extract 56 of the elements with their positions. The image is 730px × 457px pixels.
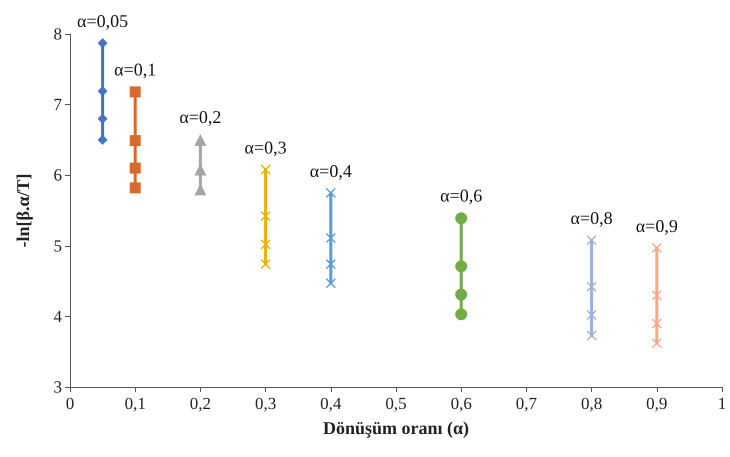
point [586,310,597,320]
series-label: α=0,1 [114,59,156,80]
series-label: α=0,3 [244,138,287,158]
x-tick-label: 0,6 [450,394,472,413]
point [98,38,108,48]
point [455,260,468,272]
series-label: α=0,4 [310,160,352,181]
x-tick-label: 0,4 [320,394,342,413]
series-label: α=0,9 [636,216,678,236]
y-tick-label: 8 [54,24,62,44]
series-label: α=0,8 [570,208,613,228]
point [130,162,141,174]
point [260,211,271,222]
point [98,86,108,96]
point [98,114,108,124]
x-tick-label: 0,7 [516,394,538,413]
point [586,235,597,246]
series-label: α=0,2 [179,106,222,127]
point [455,308,468,320]
point [130,135,141,146]
point [586,282,597,292]
x-tick-label: 0,8 [580,394,602,413]
y-tick-label: 6 [54,166,62,185]
point [326,188,336,198]
series-label: α=0,6 [440,185,482,206]
point [326,278,336,288]
x-tick-label: 1 [718,394,726,413]
point [326,259,336,270]
y-tick-label: 5 [54,236,62,256]
point [652,242,662,253]
x-tick-label: 0,3 [254,394,276,413]
x-tick-label: 0,9 [646,394,668,413]
x-tick-label: 0 [66,394,74,413]
point [260,239,271,250]
point [455,212,468,224]
point [652,290,662,300]
x-tick-label: 0,5 [385,394,407,413]
point [326,233,336,244]
point [652,338,662,348]
point [194,134,206,146]
point [130,86,141,98]
x-tick-label: 0,2 [190,394,212,413]
point [652,318,662,328]
y-tick-label: 4 [54,306,62,326]
point [260,164,271,175]
y-tick-label: 3 [54,378,62,396]
point [586,330,597,340]
x-tick-label: 0,1 [124,394,146,413]
x-axis-title: Dönüşüm oranı (α) [322,418,470,438]
y-axis-title: -ln[β.α/T] [13,173,33,248]
point [98,134,108,145]
point [455,288,468,301]
y-tick-label: 7 [54,95,62,114]
point [130,182,141,194]
point [260,259,271,270]
series-label: α=0,05 [77,11,128,32]
